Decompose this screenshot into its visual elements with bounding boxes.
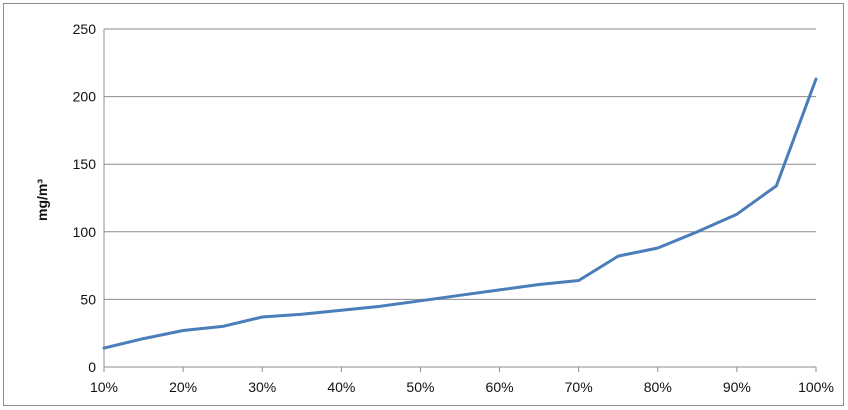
y-tick-label: 150: [73, 156, 97, 172]
y-tick-label: 100: [73, 224, 97, 240]
series-line: [102, 77, 818, 350]
y-tick-label: 250: [73, 21, 97, 37]
x-tick-label: 60%: [486, 379, 514, 395]
x-tick-label: 50%: [406, 379, 434, 395]
x-tick-labels: 10% 20% 30% 40% 50% 60% 70% 80% 90% 100%: [90, 379, 834, 395]
x-tick-label: 70%: [565, 379, 593, 395]
y-axis-label: mg/m³: [34, 179, 50, 221]
series-group: [102, 77, 818, 350]
y-tick-label: 200: [73, 89, 97, 105]
x-tick-label: 30%: [248, 379, 276, 395]
x-tick-label: 100%: [798, 379, 834, 395]
x-tick-label: 80%: [644, 379, 672, 395]
x-tick-label: 10%: [90, 379, 118, 395]
y-tick-label: 0: [88, 359, 96, 375]
x-tick-label: 20%: [169, 379, 197, 395]
y-tick-labels: 0 50 100 150 200 250: [73, 21, 97, 375]
x-tick-label: 90%: [723, 379, 751, 395]
y-tick-label: 50: [80, 291, 96, 307]
gridlines: [104, 28, 816, 300]
x-tick-label: 40%: [327, 379, 355, 395]
axes: [103, 29, 817, 372]
